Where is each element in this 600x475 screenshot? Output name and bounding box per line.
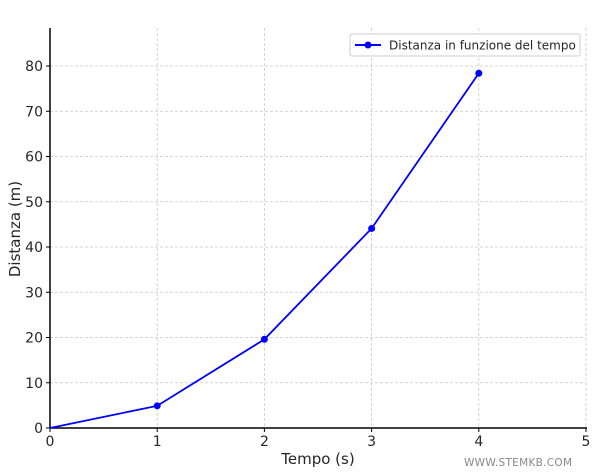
x-tick-label: 0 — [46, 434, 55, 450]
y-tick-label: 50 — [25, 195, 43, 211]
legend-box — [349, 33, 581, 57]
x-tick-label: 2 — [260, 434, 269, 450]
grid-lines — [50, 28, 587, 428]
x-axis-ticks: 0 1 2 3 4 5 — [46, 428, 591, 450]
y-tick-label: 0 — [34, 421, 43, 437]
y-tick-label: 30 — [25, 285, 43, 301]
legend-label: Distanza in funzione del tempo — [389, 39, 576, 53]
axes — [49, 28, 587, 429]
x-tick-label: 3 — [367, 434, 376, 450]
y-tick-label: 60 — [25, 150, 43, 166]
legend: Distanza in funzione del tempo — [349, 33, 581, 57]
y-axis-label: Distanza (m) — [6, 181, 24, 277]
x-axis-label: Tempo (s) — [280, 450, 354, 468]
watermark: WWW.STEMKB.COM — [464, 457, 573, 469]
data-point-marker — [260, 335, 268, 343]
x-tick-label: 5 — [582, 434, 591, 450]
data-point-marker — [368, 224, 376, 232]
y-axis-ticks: 0 10 20 30 40 50 60 70 80 — [25, 59, 50, 437]
data-series — [49, 69, 483, 429]
y-tick-label: 40 — [25, 240, 43, 256]
y-tick-label: 80 — [25, 59, 43, 75]
x-tick-label: 4 — [474, 434, 483, 450]
data-point-marker — [153, 402, 161, 410]
y-tick-label: 20 — [25, 331, 43, 347]
x-tick-label: 1 — [153, 434, 162, 450]
y-tick-label: 70 — [25, 104, 43, 120]
y-tick-label: 10 — [25, 376, 43, 392]
data-point-marker — [475, 69, 483, 77]
legend-marker-icon — [364, 41, 372, 49]
